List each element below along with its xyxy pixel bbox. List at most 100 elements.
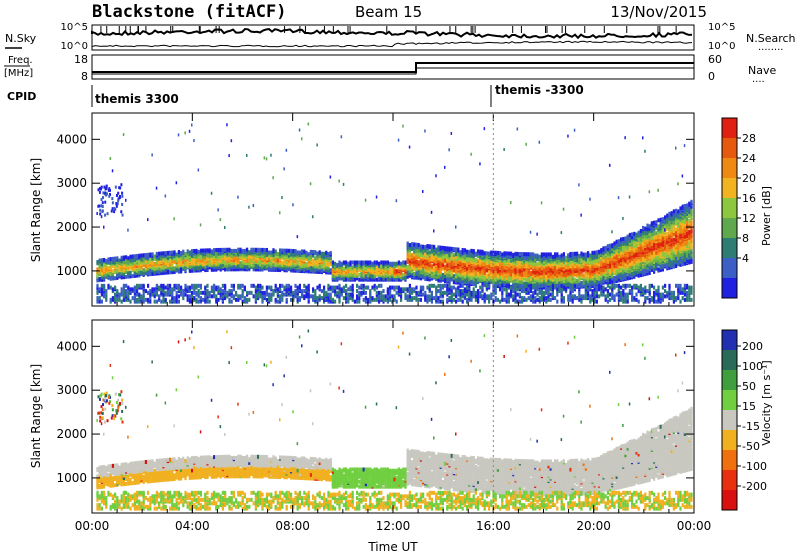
power-cell	[310, 255, 312, 259]
power-cell	[266, 248, 268, 252]
power-cell	[143, 268, 145, 272]
power-cell	[140, 284, 142, 288]
power-cell	[453, 298, 455, 302]
power-cell	[173, 287, 175, 291]
power-cell	[530, 271, 532, 275]
power-cell	[275, 249, 277, 253]
power-cell	[193, 139, 195, 142]
power-cell	[536, 293, 538, 297]
power-cell	[105, 259, 107, 263]
power-cell	[171, 293, 173, 297]
power-cell	[316, 251, 318, 255]
power-cell	[563, 208, 565, 211]
power-cell	[391, 286, 393, 290]
power-cell	[330, 251, 332, 255]
power-cell	[277, 258, 279, 262]
power-cell	[519, 293, 521, 297]
power-cell	[231, 139, 233, 142]
power-cell	[391, 294, 393, 298]
power-cell	[508, 252, 510, 256]
power-cell	[479, 250, 481, 254]
power-cell	[103, 263, 105, 267]
power-cell	[578, 294, 580, 298]
power-cell	[501, 298, 503, 302]
power-cell	[323, 289, 325, 293]
power-cell	[277, 252, 279, 256]
power-cell	[550, 298, 552, 302]
power-cell	[543, 270, 545, 274]
power-cell	[147, 253, 149, 257]
power-cell	[444, 284, 446, 288]
power-cell	[312, 298, 314, 302]
power-cell	[484, 277, 486, 281]
power-cell	[182, 250, 184, 254]
power-cell	[233, 265, 235, 269]
power-cell	[587, 291, 589, 295]
power-cell	[343, 183, 345, 186]
power-cell	[349, 260, 351, 264]
power-cell	[312, 215, 314, 218]
power-cell	[358, 260, 360, 264]
power-cell	[459, 266, 461, 270]
power-cell	[466, 293, 468, 297]
power-cell	[305, 262, 307, 266]
power-cell	[411, 291, 413, 295]
power-cell	[136, 284, 138, 288]
power-cell	[510, 289, 512, 293]
power-cell	[396, 291, 398, 295]
power-cell	[105, 293, 107, 297]
power-cell	[160, 251, 162, 255]
power-cell	[299, 284, 301, 288]
power-cell	[440, 291, 442, 295]
power-cell	[198, 284, 200, 288]
power-cell	[321, 252, 323, 256]
power-cell	[202, 298, 204, 302]
power-cell	[312, 294, 314, 298]
power-cell	[495, 286, 497, 290]
power-cell	[365, 300, 367, 304]
power-cell	[228, 293, 230, 297]
power-cell	[116, 269, 118, 273]
power-cell	[607, 300, 609, 304]
power-cell	[308, 300, 310, 304]
power-cell	[444, 255, 446, 259]
power-cell	[583, 294, 585, 298]
power-cell	[226, 248, 228, 252]
power-cell	[220, 296, 222, 300]
power-cell	[187, 286, 189, 290]
power-cell	[554, 284, 556, 288]
power-cell	[466, 289, 468, 293]
power-cell	[352, 265, 354, 269]
power-cell	[143, 300, 145, 304]
power-cell	[178, 300, 180, 304]
power-cell	[286, 287, 288, 291]
power-cell	[101, 291, 103, 295]
power-cell	[224, 296, 226, 300]
power-cell	[567, 135, 569, 138]
power-cell	[162, 284, 164, 288]
power-cell	[609, 293, 611, 297]
power-cell	[184, 131, 186, 134]
power-cell	[228, 298, 230, 302]
power-cell	[297, 235, 299, 238]
power-cell	[248, 206, 250, 209]
power-cell	[327, 252, 329, 256]
power-cell	[523, 296, 525, 300]
power-cell	[283, 249, 285, 253]
power-cell	[576, 252, 578, 256]
power-cell	[547, 298, 549, 302]
power-cell	[187, 298, 189, 302]
power-cell	[473, 249, 475, 253]
power-cell	[435, 294, 437, 298]
power-cell	[380, 291, 382, 295]
power-cell	[464, 248, 466, 252]
power-cell	[444, 258, 446, 262]
power-cell	[290, 298, 292, 302]
power-cell	[501, 283, 503, 287]
power-cell	[279, 284, 281, 288]
power-cell	[266, 293, 268, 297]
power-cell	[437, 289, 439, 293]
power-cell	[112, 287, 114, 291]
power-cell	[167, 289, 169, 293]
power-cell	[319, 284, 321, 288]
